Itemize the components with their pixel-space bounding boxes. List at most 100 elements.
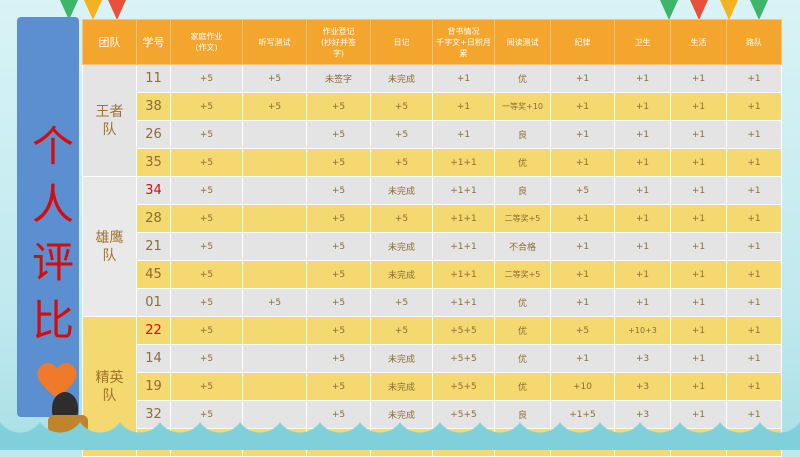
score-cell: +1 [726,372,782,401]
col-discipline: 纪律 [550,19,615,65]
team-name: 王者队 [82,64,137,177]
col-diary: 日记 [370,19,433,65]
student-number: 01 [136,288,171,317]
score-cell: +1 [550,92,615,121]
score-cell: +5 [170,120,243,149]
score-cell [242,148,307,177]
score-cell: 优 [494,64,551,93]
score-cell: +1+1 [432,288,495,317]
wave-decoration [0,416,800,450]
score-cell: +1 [726,176,782,205]
score-cell: +5 [306,176,371,205]
score-cell: 未完成 [370,176,433,205]
score-cell: +1 [550,344,615,373]
col-dictation: 听写测试 [242,19,307,65]
score-cell: +1 [670,120,727,149]
table-row: 雄鹰队 34 +5 +5 未完成 +1+1 良 +5 +1 +1 +1 [82,176,782,317]
bunting-flags [0,0,800,30]
score-cell: 优 [494,372,551,401]
score-cell: +1 [670,344,727,373]
score-cell: 未签字 [306,64,371,93]
score-cell: +5 [370,288,433,317]
table-row: 14 +5 +5 未完成 +5+5 优 +1 +3 +1 +1 [83,344,782,373]
score-cell: +1 [614,64,671,93]
score-cell: +1 [726,64,782,93]
team-name: 雄鹰队 [82,176,137,317]
score-cell: +1 [726,204,782,233]
score-cell [242,120,307,149]
score-table: 团队 学号 家庭作业 (作文) 听写测试 作业登记 (抄好并签 字) 日记 背书情况千… [82,19,782,457]
table-row: 38 +5 +5 +5 +5 +1 一等奖+10 +1 +1 +1 +1 [83,92,782,121]
score-cell: 未完成 [370,372,433,401]
student-number: 19 [136,372,171,401]
score-cell: +5 [306,120,371,149]
col-team: 团队 [82,19,137,65]
student-number: 38 [136,92,171,121]
score-cell: +5 [370,120,433,149]
score-cell: +5 [370,92,433,121]
score-cell: +1 [670,260,727,289]
score-cell: +3 [614,372,671,401]
score-cell: +5 [242,92,307,121]
score-cell: 优 [494,148,551,177]
student-number: 22 [136,316,171,345]
score-cell [242,176,307,205]
score-cell [242,204,307,233]
score-cell: +5+5 [432,344,495,373]
score-cell: +1 [726,316,782,345]
score-cell: +5 [306,148,371,177]
score-cell: +1+1 [432,260,495,289]
score-cell [242,344,307,373]
table-row: 26 +5 +5 +5 +1 良 +1 +1 +1 +1 [83,120,782,149]
col-recitation: 背书情况 千字文+日积月累 [432,19,495,65]
student-number: 34 [136,176,171,205]
score-cell: +1 [550,232,615,261]
heart-balloon-icon [34,360,80,400]
score-cell: +1 [670,204,727,233]
score-cell: +5 [370,316,433,345]
score-cell: 良 [494,120,551,149]
col-homework: 家庭作业 (作文) [170,19,243,65]
student-number: 26 [136,120,171,149]
score-cell: +1 [432,92,495,121]
score-cell: +1 [614,148,671,177]
score-cell: +1 [670,148,727,177]
score-cell: +1 [726,288,782,317]
table-body: 王者队 11 +5 +5 未签字 未完成 +1 优 +1 +1 +1 +1 38 +5 +5 +5 +5 +1 一等… [82,64,782,457]
score-cell: +5 [306,92,371,121]
score-cell: +5 [170,64,243,93]
score-cell: +1 [614,204,671,233]
score-cell: +1 [726,260,782,289]
score-cell: +1+1 [432,148,495,177]
score-cell: +1 [432,120,495,149]
score-cell: +5 [370,204,433,233]
score-cell: +1 [614,232,671,261]
student-number: 14 [136,344,171,373]
score-cell: +1 [550,260,615,289]
score-cell: 二等奖+5 [494,204,551,233]
score-cell: +5+5 [432,316,495,345]
score-cell: 优 [494,316,551,345]
score-cell: +1 [670,92,727,121]
table-row: 19 +5 +5 未完成 +5+5 优 +10 +3 +1 +1 [83,372,782,401]
score-cell: 一等奖+10 [494,92,551,121]
score-cell: +1 [614,92,671,121]
score-cell [242,260,307,289]
score-cell: +1+1 [432,232,495,261]
score-cell: +10+3 [614,316,671,345]
score-cell: +1 [614,260,671,289]
page-title: 个 人 评 比 [32,122,75,345]
student-number: 28 [136,204,171,233]
score-cell: +1 [670,176,727,205]
score-cell: +5 [170,148,243,177]
score-cell: +5 [306,288,371,317]
col-number: 学号 [136,19,171,65]
table-row: 45 +5 +5 未完成 +1+1 二等奖+5 +1 +1 +1 +1 [83,260,782,289]
score-cell: +5 [170,204,243,233]
student-number: 35 [136,148,171,177]
col-hygiene: 卫生 [614,19,671,65]
score-cell: +5 [306,260,371,289]
score-cell: +5 [550,316,615,345]
student-number: 45 [136,260,171,289]
score-cell: 优 [494,344,551,373]
